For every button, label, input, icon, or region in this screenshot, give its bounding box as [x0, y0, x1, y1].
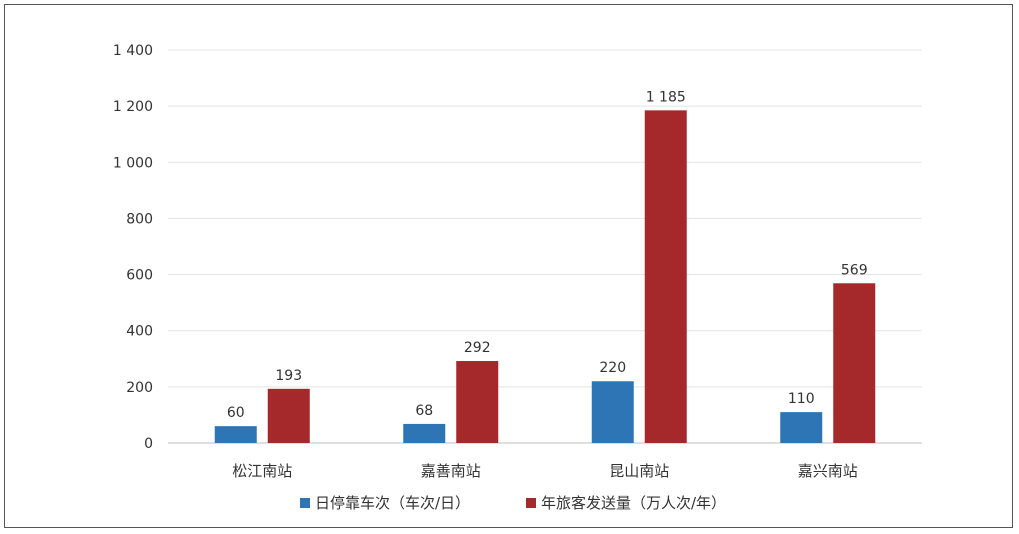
bar	[403, 423, 446, 443]
x-category-label: 嘉善南站	[421, 462, 481, 480]
y-tick-label: 400	[126, 324, 153, 340]
x-axis-categories: 松江南站 嘉善南站 昆山南站 嘉兴南站	[232, 462, 858, 480]
y-tick-label: 1 000	[113, 155, 153, 171]
y-tick-label: 600	[126, 268, 153, 284]
bar	[644, 110, 687, 443]
bar	[456, 361, 499, 443]
y-tick-label: 1 200	[113, 99, 153, 115]
y-tick-label: 1 400	[113, 43, 153, 59]
x-category-label: 松江南站	[232, 462, 292, 480]
data-label: 292	[464, 340, 491, 356]
bar	[214, 426, 257, 443]
x-category-label: 嘉兴南站	[798, 462, 858, 480]
legend-label: 日停靠车次（车次/日）	[315, 494, 470, 512]
data-label: 110	[788, 391, 815, 407]
data-label: 60	[227, 405, 245, 421]
legend-label: 年旅客发送量（万人次/年）	[541, 494, 726, 512]
y-tick-label: 200	[126, 380, 153, 396]
y-tick-label: 800	[126, 211, 153, 227]
bar	[591, 381, 634, 443]
data-label: 193	[275, 368, 302, 384]
x-category-label: 昆山南站	[609, 462, 669, 480]
data-label: 569	[841, 262, 868, 278]
data-label: 1 185	[646, 89, 686, 105]
gridlines	[168, 49, 922, 444]
bar	[267, 388, 310, 443]
data-labels: 60 193 68 292 220 1 185 110 569	[227, 89, 868, 421]
legend-swatch	[526, 498, 536, 508]
bar	[780, 412, 823, 443]
data-label: 220	[599, 360, 626, 376]
legend: 日停靠车次（车次/日） 年旅客发送量（万人次/年）	[300, 494, 726, 512]
y-tick-label: 0	[144, 436, 153, 452]
legend-swatch	[300, 498, 310, 508]
data-label: 68	[415, 403, 433, 419]
bar	[833, 283, 876, 443]
y-axis-ticks: 0 200 400 600 800 1 000 1 200 1 400	[113, 43, 153, 452]
bars	[214, 110, 876, 443]
